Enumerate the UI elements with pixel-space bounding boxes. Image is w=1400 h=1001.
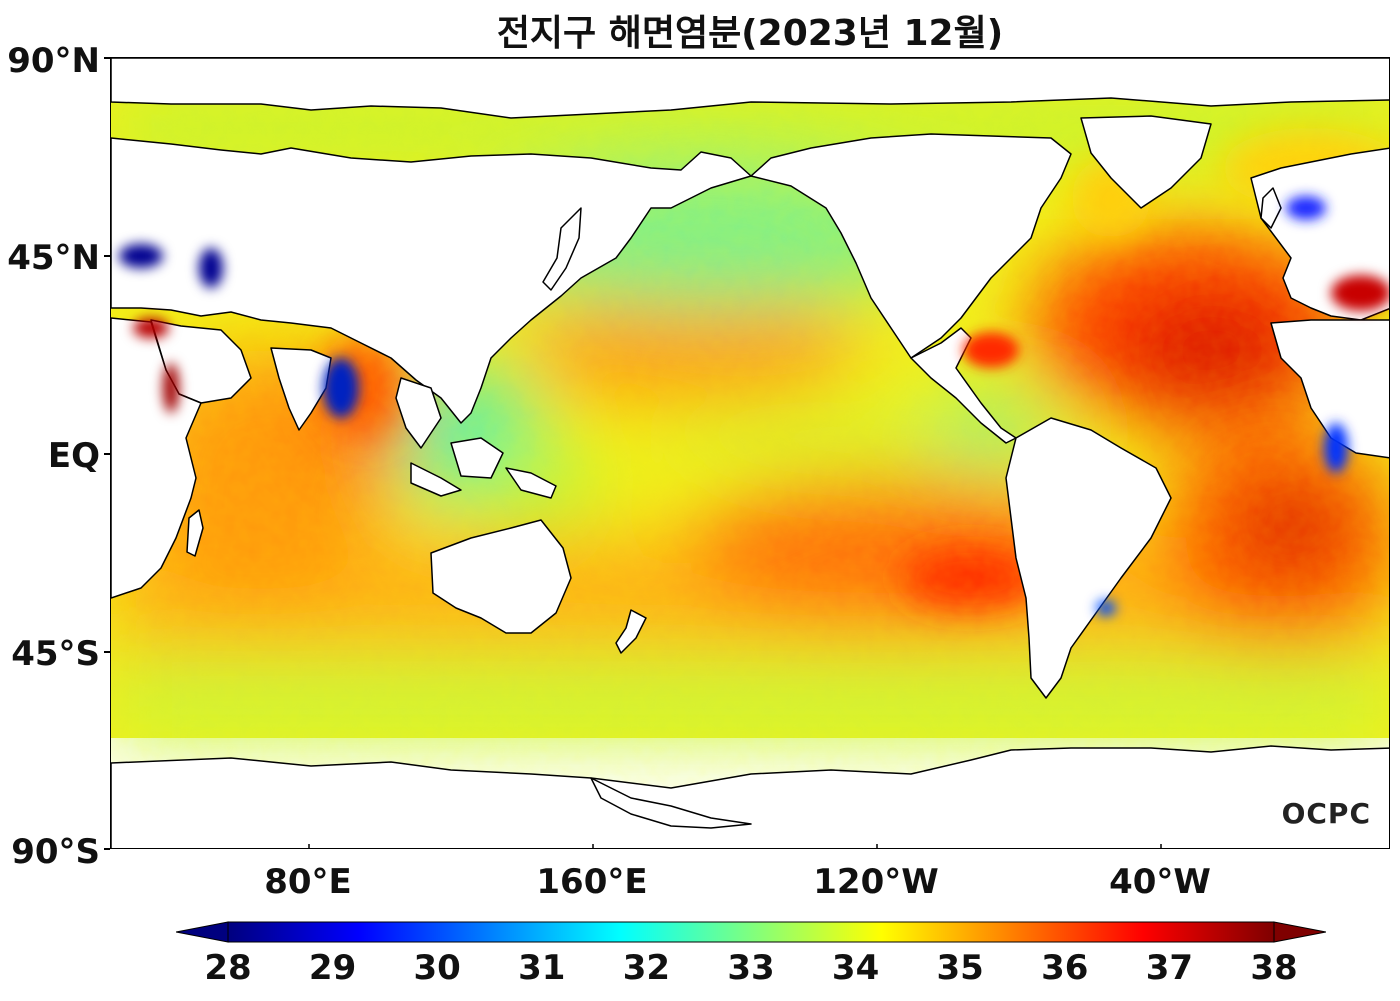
lon-label-160e: 160°E xyxy=(536,862,648,902)
salinity-map: OCPC xyxy=(110,57,1390,849)
lat-tick xyxy=(104,57,110,59)
lon-label-80e: 80°E xyxy=(264,862,352,902)
map-title: 전지구 해면염분(2023년 12월) xyxy=(496,13,1004,54)
lon-label-120w: 120°W xyxy=(813,862,939,902)
land-masses xyxy=(111,58,1389,848)
colorbar-tick-label: 29 xyxy=(308,948,357,988)
colorbar-min-arrow xyxy=(176,921,229,943)
ocpc-credit: OCPC xyxy=(1281,797,1371,830)
colorbar-tick-label: 33 xyxy=(727,948,775,988)
colorbar-tick-label: 31 xyxy=(518,948,566,988)
colorbar-tick-label: 34 xyxy=(831,948,880,988)
lat-tick xyxy=(104,848,110,850)
colorbar-max-arrow xyxy=(1273,921,1326,943)
lat-tick xyxy=(104,651,110,653)
lat-label-90n: 90°N xyxy=(7,41,100,81)
map-svg xyxy=(111,58,1389,848)
lon-label-40w: 40°W xyxy=(1109,862,1211,902)
colorbar-body xyxy=(227,921,1275,943)
lat-tick xyxy=(104,453,110,455)
lat-label-45s: 45°S xyxy=(11,634,100,674)
ocean-salinity-field xyxy=(111,98,1389,738)
lat-label-90s: 90°S xyxy=(11,832,100,872)
colorbar-tick-label: 28 xyxy=(204,948,252,988)
lon-ticks xyxy=(308,844,1162,848)
lat-label-45n: 45°N xyxy=(7,238,100,278)
colorbar-tick-label: 37 xyxy=(1145,948,1194,988)
colorbar-tick-label: 38 xyxy=(1250,948,1298,988)
marginal-seas xyxy=(119,196,1389,616)
colorbar-tick-label: 32 xyxy=(622,948,671,988)
colorbar-tick-label: 36 xyxy=(1041,948,1089,988)
lat-label-eq: EQ xyxy=(47,436,100,476)
colorbar-tick-label: 35 xyxy=(936,948,984,988)
colorbar-tick-label: 30 xyxy=(413,948,461,988)
lat-tick xyxy=(104,255,110,257)
colorbar xyxy=(176,921,1326,943)
